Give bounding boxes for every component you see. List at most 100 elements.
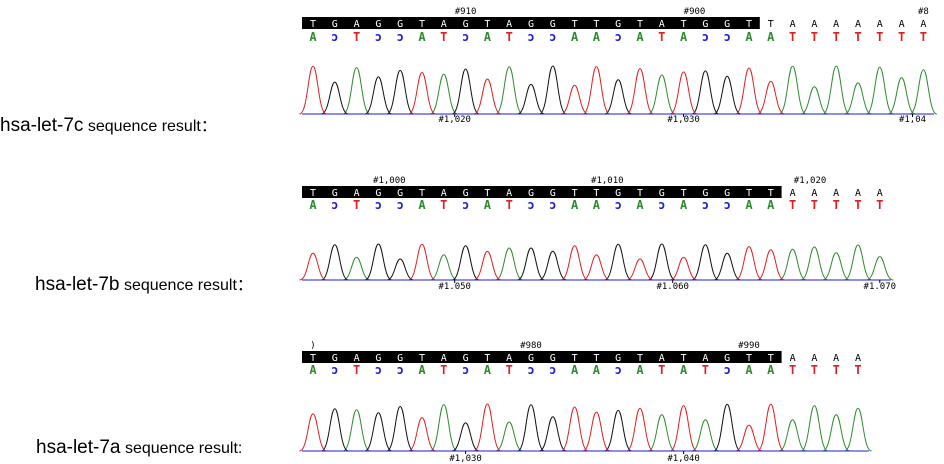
base-call: A xyxy=(790,19,796,30)
label-mirna-name: hsa-let-7a xyxy=(36,437,121,458)
position-label-bottom: #1,04 xyxy=(899,115,926,125)
complement-base: A xyxy=(745,198,753,212)
label-suffix: sequence result： xyxy=(120,277,253,294)
complement-base: T xyxy=(833,198,840,212)
complement-base: T xyxy=(506,363,513,377)
complement-base: T xyxy=(506,198,513,212)
complement-base: ɔ xyxy=(527,30,534,44)
position-label-top: #990 xyxy=(738,341,760,351)
complement-base: ɔ xyxy=(615,30,622,44)
trace-T xyxy=(300,404,785,451)
base-call: T xyxy=(572,19,578,30)
complement-base: T xyxy=(833,363,840,377)
trace-T xyxy=(300,244,785,280)
complement-base: A xyxy=(418,30,426,44)
complement-base: T xyxy=(702,363,709,377)
complement-base: ɔ xyxy=(375,363,382,377)
base-call: G xyxy=(702,19,708,30)
complement-base: A xyxy=(680,363,688,377)
position-label-top: #1,010 xyxy=(591,176,624,186)
complement-base: T xyxy=(353,30,360,44)
complement-base: T xyxy=(811,30,818,44)
trace-T xyxy=(300,66,785,114)
complement-base: ɔ xyxy=(331,198,338,212)
complement-base: T xyxy=(789,363,796,377)
complement-base: A xyxy=(745,30,753,44)
chromatogram-panel-let-7b: #1,000 #1,010 #1,020 T A Gɔ A T Gɔ Gɔ T A A T Gɔ T A A T Gɔ… xyxy=(296,176,944,292)
base-call: A xyxy=(659,19,665,30)
base-call: T xyxy=(484,19,490,30)
base-call: T xyxy=(593,19,599,30)
complement-base: ɔ xyxy=(527,198,534,212)
complement-base: T xyxy=(789,30,796,44)
trace-A xyxy=(343,66,937,114)
complement-base: ɔ xyxy=(615,198,622,212)
complement-base: ɔ xyxy=(462,30,469,44)
complement-base: A xyxy=(593,198,601,212)
complement-base: ɔ xyxy=(724,30,731,44)
complement-base: A xyxy=(484,30,492,44)
trace-A xyxy=(343,245,893,280)
complement-base: ɔ xyxy=(549,198,556,212)
complement-base: T xyxy=(876,30,883,44)
complement-base: ɔ xyxy=(724,363,731,377)
complement-base: ɔ xyxy=(549,363,556,377)
quality-band xyxy=(302,351,782,363)
complement-base: T xyxy=(876,198,883,212)
complement-base: T xyxy=(854,30,861,44)
panel-label-let-7a: hsa-let-7a sequence result: xyxy=(36,437,242,459)
base-call: T xyxy=(637,19,643,30)
position-label-top: #900 xyxy=(684,7,706,17)
base-call: G xyxy=(550,19,556,30)
base-call: G xyxy=(397,19,403,30)
position-label-top: #1,000 xyxy=(373,176,406,186)
base-call: G xyxy=(463,19,469,30)
complement-base: T xyxy=(854,363,861,377)
base-call: T xyxy=(419,19,425,30)
complement-base: A xyxy=(484,198,492,212)
complement-base: ɔ xyxy=(331,30,338,44)
complement-base: A xyxy=(418,363,426,377)
trace-G xyxy=(321,244,740,280)
position-label-top: #1,020 xyxy=(794,176,827,186)
position-label-top: ) xyxy=(310,341,315,351)
complement-base: ɔ xyxy=(462,198,469,212)
complement-base: A xyxy=(636,198,644,212)
base-call: A xyxy=(899,19,905,30)
chromatogram-panel-let-7c: #910 #900 #8 T A Gɔ A T Gɔ Gɔ T A A T Gɔ T A A T Gɔ Gɔ T A T A Gɔ… xyxy=(296,6,944,124)
complement-base: ɔ xyxy=(331,363,338,377)
complement-base: ɔ xyxy=(549,30,556,44)
panel-label-let-7c: hsa-let-7c sequence result： xyxy=(0,112,217,137)
complement-base: T xyxy=(353,363,360,377)
position-label-bottom: #1.050 xyxy=(438,282,471,292)
base-call: G xyxy=(528,19,534,30)
base-call: A xyxy=(855,19,861,30)
panel-label-let-7b: hsa-let-7b sequence result： xyxy=(35,271,253,296)
complement-base: T xyxy=(440,30,447,44)
complement-base: A xyxy=(484,363,492,377)
complement-base: ɔ xyxy=(397,198,404,212)
base-call: T xyxy=(768,19,774,30)
complement-base: T xyxy=(811,198,818,212)
chromatogram-let-7b: #1,000 #1,010 #1,020TAGɔATGɔGɔTAATGɔTAATGɔ… xyxy=(296,176,944,292)
complement-base: A xyxy=(745,363,753,377)
complement-base: ɔ xyxy=(462,363,469,377)
complement-base: ɔ xyxy=(397,363,404,377)
label-suffix: sequence result： xyxy=(83,118,216,135)
complement-base: A xyxy=(571,363,579,377)
complement-base: A xyxy=(593,30,601,44)
label-mirna-name: hsa-let-7b xyxy=(35,274,120,295)
complement-base: ɔ xyxy=(724,198,731,212)
position-label-bottom: #1,040 xyxy=(667,454,700,464)
complement-base: ɔ xyxy=(375,30,382,44)
base-call: G xyxy=(724,19,730,30)
complement-base: A xyxy=(767,363,775,377)
complement-base: T xyxy=(353,198,360,212)
complement-base: T xyxy=(658,30,665,44)
complement-base: T xyxy=(440,363,447,377)
complement-base: A xyxy=(593,363,601,377)
base-call: A xyxy=(920,19,926,30)
complement-base: ɔ xyxy=(375,198,382,212)
complement-base: ɔ xyxy=(702,198,709,212)
chromatogram-let-7c: #910 #900 #8TAGɔATGɔGɔTAATGɔTAATGɔGɔTATAGɔ… xyxy=(296,6,944,124)
